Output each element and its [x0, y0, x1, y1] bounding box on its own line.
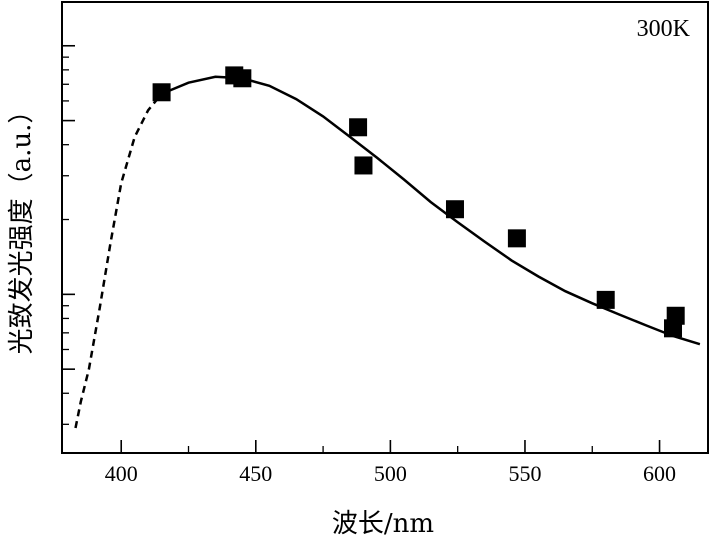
x-axis-ticks: 400 450 500 550 600	[105, 440, 676, 486]
data-point-square	[233, 69, 252, 88]
x-tick-label: 600	[643, 461, 676, 486]
data-point-square	[445, 200, 464, 219]
x-tick-label: 450	[239, 461, 272, 486]
data-point-square	[596, 290, 615, 309]
data-point-square	[666, 306, 685, 325]
data-point-square	[354, 156, 373, 175]
fit-curve-solid	[161, 75, 701, 346]
x-tick-label: 400	[105, 461, 138, 486]
y-axis-ticks	[62, 44, 75, 425]
data-point-square	[507, 229, 526, 248]
temperature-annotation: 300K	[637, 16, 691, 42]
fit-curves	[74, 75, 701, 429]
y-axis-title: 光致发光强度（a.u.）	[7, 98, 37, 355]
x-axis-title: 波长/nm	[332, 509, 434, 539]
data-point-square	[349, 118, 368, 137]
data-point-square	[152, 83, 171, 102]
plot-frame	[61, 1, 709, 454]
x-tick-label: 500	[374, 461, 407, 486]
data-points	[152, 66, 685, 338]
x-tick-label: 550	[508, 461, 541, 486]
fit-curve-dashed	[74, 93, 163, 429]
